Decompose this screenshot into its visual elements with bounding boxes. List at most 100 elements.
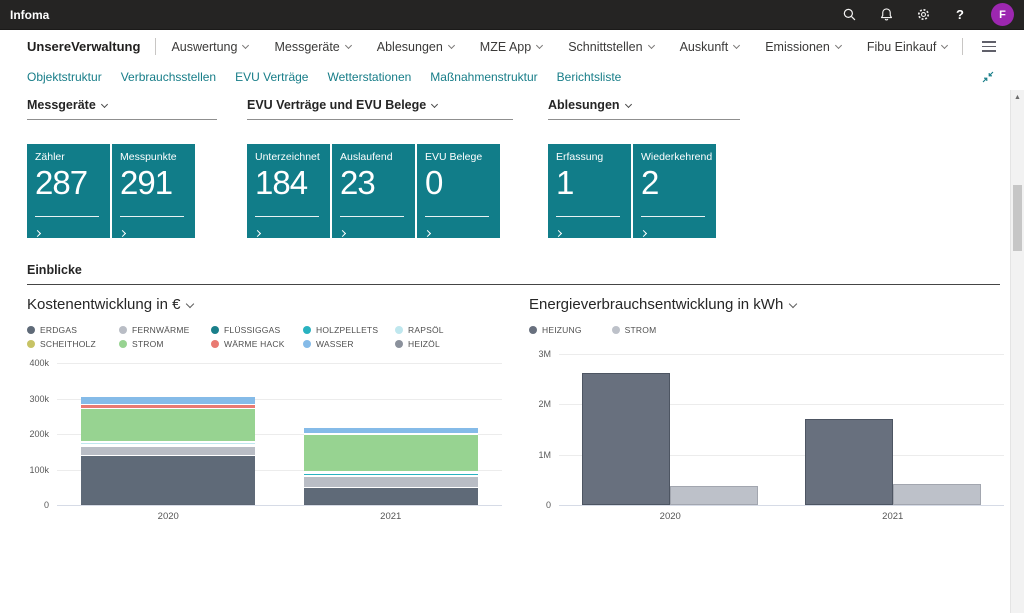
nav-item-fibu-einkauf[interactable]: Fibu Einkauf bbox=[867, 40, 947, 54]
tile-auslaufend[interactable]: Auslaufend23 bbox=[332, 144, 415, 238]
bar-segment-erdgas bbox=[304, 487, 478, 505]
section-header[interactable]: Messgeräte bbox=[27, 98, 217, 120]
legend-dot bbox=[303, 326, 311, 334]
y-axis: 400k300k200k100k0 bbox=[27, 363, 57, 505]
tile-drilldown[interactable] bbox=[35, 223, 102, 231]
x-tick-label: 2020 bbox=[559, 511, 782, 522]
subnav-link-evu-vertr-ge[interactable]: EVU Verträge bbox=[235, 70, 308, 84]
stacked-bar-2021[interactable] bbox=[304, 363, 478, 505]
tile-drilldown[interactable] bbox=[641, 223, 708, 231]
legend-label: ERDGAS bbox=[40, 325, 77, 335]
tile-divider bbox=[35, 216, 99, 217]
legend-item-strom[interactable]: STROM bbox=[119, 339, 207, 349]
tile-evu-belege[interactable]: EVU Belege0 bbox=[417, 144, 500, 238]
x-tick-label: 2021 bbox=[782, 511, 1005, 522]
nav-item-mze-app[interactable]: MZE App bbox=[480, 40, 542, 54]
legend-item-fl-ssiggas[interactable]: FLÜSSIGGAS bbox=[211, 325, 299, 335]
collapse-icon[interactable] bbox=[982, 71, 994, 83]
tile-drilldown[interactable] bbox=[340, 223, 407, 231]
bar-heizung-2021[interactable] bbox=[805, 419, 893, 505]
section-header[interactable]: Ablesungen bbox=[548, 98, 740, 120]
legend-label: WÄRME HACK bbox=[224, 339, 285, 349]
scrollbar-thumb[interactable] bbox=[1013, 185, 1022, 251]
sections-row: Messgeräte Zähler287Messpunkte291 EVU Vert… bbox=[27, 98, 1010, 238]
bell-icon[interactable] bbox=[878, 7, 894, 23]
plot: 3M2M1M0 bbox=[529, 354, 1004, 505]
nav-item-auskunft[interactable]: Auskunft bbox=[680, 40, 740, 54]
subnav-link-berichtsliste[interactable]: Berichtsliste bbox=[557, 70, 622, 84]
legend-item-fernw-rme[interactable]: FERNWÄRME bbox=[119, 325, 207, 335]
nav-item-messger-te[interactable]: Messgeräte bbox=[274, 40, 350, 54]
legend-item-heizung[interactable]: HEIZUNG bbox=[529, 325, 582, 335]
chart-title: Kostenentwicklung in € bbox=[27, 296, 180, 313]
x-axis: 20202021 bbox=[57, 511, 502, 522]
chevron-down-icon bbox=[733, 42, 740, 49]
x-axis: 20202021 bbox=[559, 511, 1004, 522]
tile-wiederkehrend[interactable]: Wiederkehrend2 bbox=[633, 144, 716, 238]
legend-item-scheitholz[interactable]: SCHEITHOLZ bbox=[27, 339, 115, 349]
chevron-down-icon bbox=[625, 100, 632, 107]
topbar: Infoma ? F bbox=[0, 0, 1024, 30]
legend-label: HOLZPELLETS bbox=[316, 325, 378, 335]
chart-legend: HEIZUNG STROM bbox=[529, 325, 1004, 335]
bar-strom-2021[interactable] bbox=[893, 484, 981, 505]
nav-divider bbox=[962, 38, 963, 55]
tile-z-hler[interactable]: Zähler287 bbox=[27, 144, 110, 238]
tile-unterzeichnet[interactable]: Unterzeichnet184 bbox=[247, 144, 330, 238]
help-icon[interactable]: ? bbox=[952, 7, 968, 23]
cards-row: Unterzeichnet184Auslaufend23EVU Belege0 bbox=[247, 144, 513, 238]
subnav-link-wetterstationen[interactable]: Wetterstationen bbox=[327, 70, 411, 84]
nav-item-auswertung[interactable]: Auswertung bbox=[171, 40, 248, 54]
tile-drilldown[interactable] bbox=[120, 223, 187, 231]
nav-item-emissionen[interactable]: Emissionen bbox=[765, 40, 841, 54]
y-tick-label: 3M bbox=[538, 349, 551, 359]
legend-item-erdgas[interactable]: ERDGAS bbox=[27, 325, 115, 335]
tile-messpunkte[interactable]: Messpunkte291 bbox=[112, 144, 195, 238]
bar-group-2020 bbox=[582, 354, 758, 505]
tile-erfassung[interactable]: Erfassung1 bbox=[548, 144, 631, 238]
y-tick-label: 2M bbox=[538, 399, 551, 409]
scrollbar-up-arrow[interactable]: ▲ bbox=[1011, 90, 1024, 104]
bar-slot-2020 bbox=[57, 363, 280, 505]
legend-item-w-rme-hack[interactable]: WÄRME HACK bbox=[211, 339, 299, 349]
tile-drilldown[interactable] bbox=[255, 223, 322, 231]
legend-item-raps-l[interactable]: RAPSÖL bbox=[395, 325, 483, 335]
avatar[interactable]: F bbox=[991, 3, 1014, 26]
gear-icon[interactable] bbox=[915, 7, 931, 23]
subnav-link-verbrauchsstellen[interactable]: Verbrauchsstellen bbox=[121, 70, 216, 84]
stacked-bar-2020[interactable] bbox=[81, 363, 255, 505]
legend-dot bbox=[529, 326, 537, 334]
menu-icon[interactable] bbox=[982, 41, 996, 52]
bar-segment-strom bbox=[304, 434, 478, 471]
legend-item-wasser[interactable]: WASSER bbox=[303, 339, 391, 349]
nav-item-schnittstellen[interactable]: Schnittstellen bbox=[568, 40, 653, 54]
plot: 400k300k200k100k0 bbox=[27, 363, 502, 505]
brand[interactable]: UnsereVerwaltung bbox=[27, 39, 140, 54]
chevron-down-icon bbox=[431, 100, 438, 107]
bar-heizung-2020[interactable] bbox=[582, 373, 670, 505]
bar-segment-fernw-rme bbox=[304, 476, 478, 486]
search-icon[interactable] bbox=[841, 7, 857, 23]
legend-item-strom[interactable]: STROM bbox=[612, 325, 657, 335]
subnav-link-ma-nahmenstruktur[interactable]: Maßnahmenstruktur bbox=[430, 70, 537, 84]
tile-drilldown[interactable] bbox=[425, 223, 492, 231]
section-header[interactable]: EVU Verträge und EVU Belege bbox=[247, 98, 513, 120]
tile-label: Zähler bbox=[35, 151, 102, 163]
chart-title-row[interactable]: Energieverbrauchsentwicklung in kWh bbox=[529, 296, 1004, 313]
legend-label: SCHEITHOLZ bbox=[40, 339, 96, 349]
tile-label: Wiederkehrend bbox=[641, 151, 708, 163]
nav-items: Auswertung Messgeräte Ablesungen MZE App Sch… bbox=[171, 40, 947, 54]
legend-item-holzpellets[interactable]: HOLZPELLETS bbox=[303, 325, 391, 335]
bar-strom-2020[interactable] bbox=[670, 486, 758, 505]
nav-item-ablesungen[interactable]: Ablesungen bbox=[377, 40, 454, 54]
vertical-scrollbar[interactable]: ▲ bbox=[1010, 90, 1024, 613]
y-axis: 3M2M1M0 bbox=[529, 354, 559, 505]
bar-segment-strom bbox=[81, 408, 255, 441]
subnav-link-objektstruktur[interactable]: Objektstruktur bbox=[27, 70, 102, 84]
chart-title-row[interactable]: Kostenentwicklung in € bbox=[27, 296, 502, 313]
cards-row: Erfassung1Wiederkehrend2 bbox=[548, 144, 740, 238]
tile-drilldown[interactable] bbox=[556, 223, 623, 231]
legend-item-heiz-l[interactable]: HEIZÖL bbox=[395, 339, 483, 349]
chevron-right-icon bbox=[640, 230, 647, 237]
tile-value: 1 bbox=[556, 166, 623, 201]
